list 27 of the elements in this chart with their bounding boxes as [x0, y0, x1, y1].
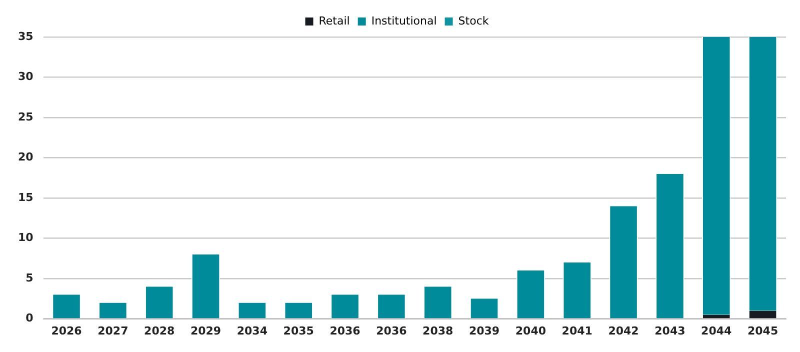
legend-label: Retail: [318, 14, 350, 28]
x-tick-label: 2045: [747, 324, 778, 338]
y-tick-label: 25: [18, 110, 34, 124]
x-tick-label: 2027: [98, 324, 128, 338]
x-tick-label: 2038: [422, 324, 454, 338]
x-tick-label: 2043: [654, 324, 686, 338]
x-tick-label: 2042: [608, 324, 639, 338]
y-tick-label: 15: [18, 190, 34, 204]
legend-label: Stock: [458, 14, 490, 28]
y-tick-label: 20: [18, 150, 34, 164]
y-tick-label: 30: [18, 70, 34, 84]
x-tick-label: 2036: [330, 324, 361, 338]
x-tick-label: 2029: [190, 324, 222, 338]
y-tick-label: 5: [26, 271, 34, 284]
x-tick-label: 2040: [515, 324, 546, 338]
x-tick-label: 2035: [283, 324, 314, 338]
x-tick-label: 2036: [376, 324, 408, 338]
x-tick-label: 2044: [701, 324, 732, 338]
x-tick-label: 2041: [562, 324, 592, 338]
x-tick-label: 2026: [51, 324, 82, 338]
legend-label: Institutional: [371, 14, 437, 28]
y-tick-label: 10: [18, 231, 34, 244]
y-tick-label: 35: [18, 30, 34, 43]
x-tick-label: 2028: [144, 324, 175, 338]
x-tick-label: 2039: [468, 324, 500, 338]
y-tick-label: 0: [26, 312, 34, 325]
x-tick-label: 2034: [236, 324, 268, 338]
